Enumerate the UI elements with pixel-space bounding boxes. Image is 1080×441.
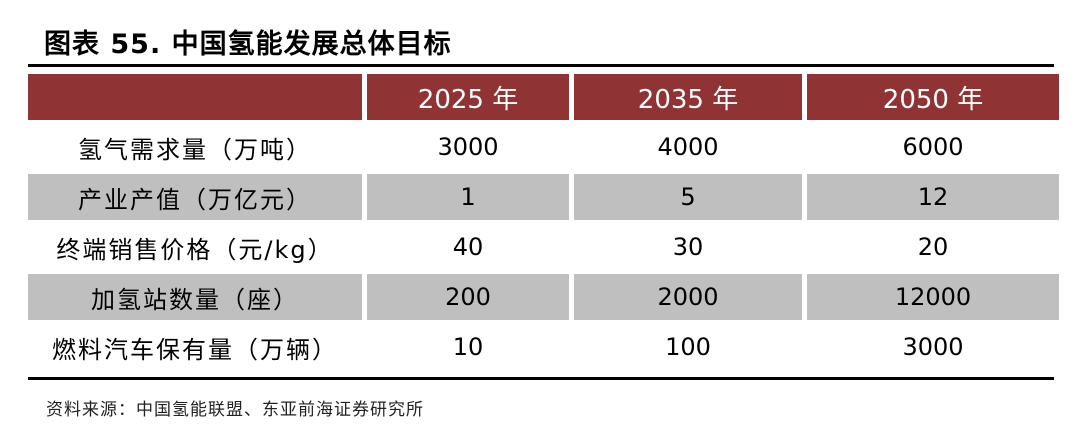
table-cell: 6000 [902, 133, 964, 161]
table-cell: 1 [367, 174, 569, 220]
table-cell: 12000 [807, 274, 1059, 320]
table-cell: 3000 [437, 133, 499, 161]
table-cell: 12 [807, 174, 1059, 220]
table-cell: 10 [452, 333, 484, 361]
row-label: 产业产值（万亿元） [28, 174, 362, 220]
row-label: 氢气需求量（万吨） [78, 135, 312, 164]
row-label: 加氢站数量（座） [28, 274, 362, 320]
header-corner [28, 74, 362, 120]
table-cell: 4000 [657, 133, 719, 161]
table-cell: 20 [917, 233, 949, 261]
top-rule [28, 64, 1054, 67]
table-row: 产业产值（万亿元） 1 5 12 [28, 174, 1059, 220]
header-2025: 2025 年 [367, 74, 569, 120]
table-row: 终端销售价格（元/kg） 40 30 20 [28, 224, 1059, 270]
table-cell: 30 [672, 233, 704, 261]
table-cell: 2000 [574, 274, 802, 320]
table-row: 燃料汽车保有量（万辆） 10 100 3000 [28, 324, 1059, 370]
table-cell: 100 [665, 333, 711, 361]
header-row: 2025 年 2035 年 2050 年 [28, 74, 1059, 120]
row-label: 终端销售价格（元/kg） [56, 235, 334, 264]
table-cell: 40 [452, 233, 484, 261]
source-note: 资料来源：中国氢能联盟、东亚前海证券研究所 [46, 400, 424, 420]
header-2035: 2035 年 [574, 74, 802, 120]
page-title: 图表 55. 中国氢能发展总体目标 [44, 29, 452, 60]
hydrogen-targets-table: 2025 年 2035 年 2050 年 氢气需求量（万吨） 3000 4000… [23, 70, 1064, 374]
table-cell: 200 [367, 274, 569, 320]
table-row: 加氢站数量（座） 200 2000 12000 [28, 274, 1059, 320]
row-label: 燃料汽车保有量（万辆） [52, 335, 338, 364]
table-row: 氢气需求量（万吨） 3000 4000 6000 [28, 124, 1059, 170]
table-cell: 3000 [902, 333, 964, 361]
table-cell: 5 [574, 174, 802, 220]
bottom-rule [28, 377, 1054, 380]
header-2050: 2050 年 [807, 74, 1059, 120]
